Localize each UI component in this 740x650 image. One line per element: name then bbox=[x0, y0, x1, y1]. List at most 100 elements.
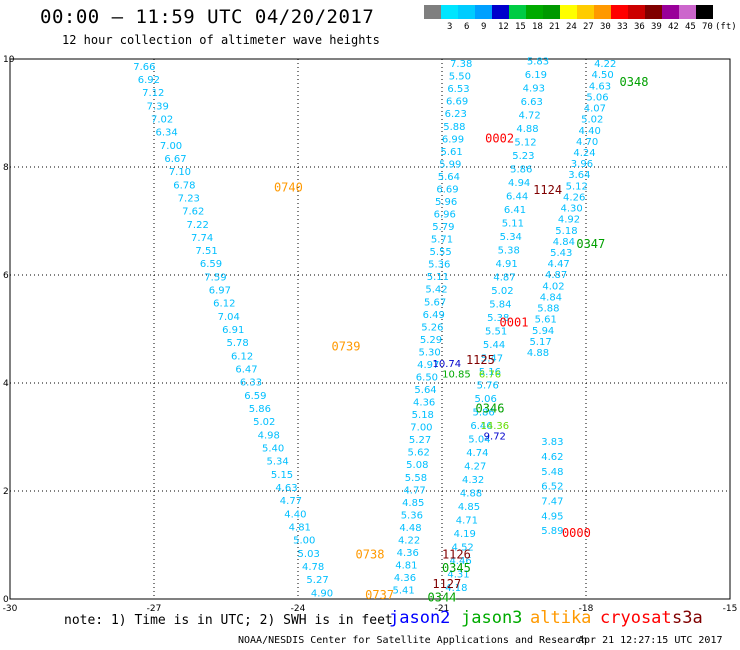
wave-height-value: 7.04 bbox=[218, 312, 240, 323]
wave-height-value: 5.96 bbox=[435, 197, 457, 208]
wave-height-value: 4.87 bbox=[545, 270, 567, 281]
wave-height-value: 6.50 bbox=[416, 372, 438, 383]
wave-height-value: 6.49 bbox=[423, 310, 445, 321]
wave-height-value: 6.19 bbox=[525, 70, 547, 81]
wave-height-value: 10.85 bbox=[442, 370, 471, 381]
wave-height-value: 6.91 bbox=[222, 325, 244, 336]
lat-tick-label: 0 bbox=[3, 595, 9, 605]
wave-height-value: 6.53 bbox=[447, 84, 469, 95]
wave-height-value: 5.11 bbox=[427, 272, 449, 283]
lon-tick-label: -18 bbox=[579, 604, 594, 614]
wave-height-value: 5.43 bbox=[550, 248, 572, 259]
scale-label: 45 bbox=[685, 22, 696, 32]
wave-height-value: 5.83 bbox=[527, 56, 549, 67]
scale-swatch bbox=[509, 5, 526, 19]
wave-height-value: 4.47 bbox=[548, 259, 570, 270]
lon-tick-label: -30 bbox=[3, 604, 18, 614]
lat-tick-label: 8 bbox=[3, 163, 9, 173]
map-title: 00:00 – 11:59 UTC 04/20/2017 bbox=[40, 6, 375, 28]
pass-time-label: 0346 bbox=[476, 402, 505, 416]
scale-unit: (ft) bbox=[715, 22, 737, 32]
wave-height-value: 5.86 bbox=[510, 164, 532, 175]
wave-height-value: 4.78 bbox=[302, 562, 324, 573]
scale-label: 18 bbox=[532, 22, 543, 32]
wave-height-value: 3.64 bbox=[568, 170, 590, 181]
scale-swatch bbox=[441, 5, 458, 19]
wave-height-value: 5.17 bbox=[529, 337, 551, 348]
wave-height-value: 4.93 bbox=[523, 83, 545, 94]
wave-height-value: 5.04 bbox=[468, 434, 490, 445]
wave-height-value: 7.47 bbox=[541, 497, 563, 508]
wave-height-value: 4.77 bbox=[403, 485, 425, 496]
scale-swatch bbox=[560, 5, 577, 19]
wave-height-value: 14.36 bbox=[480, 421, 509, 432]
wave-height-value: 5.27 bbox=[306, 575, 328, 586]
wave-height-value: 4.40 bbox=[579, 126, 601, 137]
wave-height-value: 5.02 bbox=[581, 115, 603, 126]
wave-height-value: 5.00 bbox=[293, 536, 315, 547]
wave-height-value: 5.34 bbox=[500, 232, 522, 243]
scale-swatch bbox=[594, 5, 611, 19]
generation-timestamp: Apr 21 12:27:15 UTC 2017 bbox=[578, 635, 723, 646]
wave-height-value: 6.78 bbox=[173, 180, 195, 191]
wave-height-value: 5.02 bbox=[491, 286, 513, 297]
scale-label: 6 bbox=[464, 22, 470, 32]
wave-height-value: 4.63 bbox=[275, 483, 297, 494]
wave-height-value: 4.19 bbox=[454, 529, 476, 540]
wave-height-value: 6.33 bbox=[240, 378, 262, 389]
wave-height-value: 4.87 bbox=[493, 272, 515, 283]
wave-height-value: 7.22 bbox=[187, 220, 209, 231]
pass-time-label: 0001 bbox=[500, 315, 529, 329]
satellite-name: altika bbox=[530, 608, 592, 628]
wave-height-value: 4.91 bbox=[495, 259, 517, 270]
scale-label: 21 bbox=[549, 22, 560, 32]
wave-height-value: 4.85 bbox=[458, 502, 480, 513]
satellite-name: jason3 bbox=[461, 608, 523, 628]
wave-height-value: 7.10 bbox=[169, 167, 191, 178]
wave-height-value: 7.02 bbox=[151, 114, 173, 125]
wave-height-value: 6.96 bbox=[434, 210, 456, 221]
lon-tick-label: -21 bbox=[435, 604, 450, 614]
wave-height-value: 6.12 bbox=[231, 351, 253, 362]
wave-height-value: 5.88 bbox=[537, 304, 559, 315]
scale-swatch bbox=[526, 5, 543, 19]
wave-height-value: 7.38 bbox=[450, 59, 472, 70]
map-subtitle: 12 hour collection of altimeter wave hei… bbox=[62, 33, 380, 47]
wave-height-value: 5.44 bbox=[483, 340, 505, 351]
wave-height-value: 6.59 bbox=[200, 259, 222, 270]
wave-height-value: 7.23 bbox=[178, 193, 200, 204]
wave-height-value: 5.42 bbox=[425, 285, 447, 296]
wave-height-value: 4.27 bbox=[464, 461, 486, 472]
wave-height-value: 4.22 bbox=[594, 59, 616, 70]
wave-height-value: 5.67 bbox=[424, 297, 446, 308]
lon-tick-label: -27 bbox=[147, 604, 162, 614]
wave-height-value: 6.34 bbox=[155, 128, 177, 139]
wave-height-value: 5.12 bbox=[514, 137, 536, 148]
wave-height-value: 5.06 bbox=[586, 92, 608, 103]
pass-time-label: 1124 bbox=[533, 183, 562, 197]
wave-height-value: 4.88 bbox=[527, 348, 549, 359]
wave-height-value: 5.23 bbox=[512, 151, 534, 162]
wave-height-value: 5.40 bbox=[262, 444, 284, 455]
wave-height-value: 5.58 bbox=[405, 473, 427, 484]
wave-height-value: 6.47 bbox=[235, 365, 257, 376]
wave-height-value: 6.41 bbox=[504, 205, 526, 216]
wave-height-value: 5.27 bbox=[409, 435, 431, 446]
wave-height-value: 5.94 bbox=[532, 326, 554, 337]
wave-height-value: 4.36 bbox=[397, 548, 419, 559]
wave-height-value: 4.92 bbox=[558, 215, 580, 226]
wave-height-value: 4.84 bbox=[540, 292, 562, 303]
scale-label: 30 bbox=[600, 22, 611, 32]
wave-height-value: 5.38 bbox=[487, 313, 509, 324]
pass-time-label: 0739 bbox=[332, 340, 361, 354]
scale-label: 24 bbox=[566, 22, 577, 32]
pass-time-label: 0740 bbox=[274, 180, 303, 194]
wave-height-value: 4.48 bbox=[399, 523, 421, 534]
wave-height-value: 4.36 bbox=[413, 398, 435, 409]
scale-label: 33 bbox=[617, 22, 628, 32]
wave-height-value: 4.98 bbox=[258, 430, 280, 441]
scale-swatch bbox=[611, 5, 628, 19]
pass-time-label: 0347 bbox=[576, 237, 605, 251]
wave-height-value: 6.92 bbox=[138, 75, 160, 86]
